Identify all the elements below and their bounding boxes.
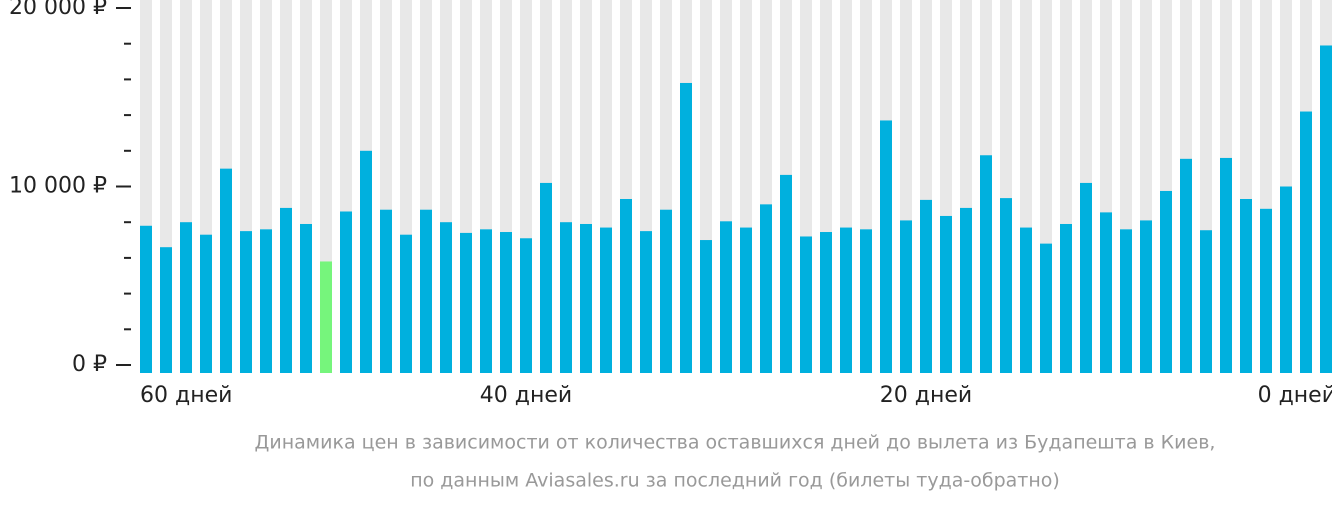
bar	[180, 222, 192, 373]
bar	[1180, 158, 1192, 373]
bar	[560, 222, 572, 373]
bar	[720, 221, 732, 373]
x-tick-label: 0 дней	[1258, 383, 1332, 408]
bar	[860, 229, 872, 373]
bar	[260, 229, 272, 373]
bar	[520, 238, 532, 373]
x-tick-label: 60 дней	[140, 383, 232, 408]
bar	[1060, 223, 1072, 373]
bar	[340, 211, 352, 373]
bar	[1100, 212, 1112, 373]
bar	[320, 261, 332, 373]
y-tick-label: 10 000 ₽	[9, 174, 107, 199]
bar	[1140, 220, 1152, 373]
bar	[1320, 45, 1332, 374]
bar	[1200, 230, 1212, 373]
bar	[1300, 111, 1312, 373]
bar	[1020, 227, 1032, 373]
bar	[1040, 243, 1052, 373]
bar	[1240, 198, 1252, 373]
bar	[1120, 229, 1132, 373]
x-tick-label: 20 дней	[880, 383, 972, 408]
bar	[1280, 186, 1292, 373]
caption: Динамика цен в зависимости от количества…	[255, 432, 1216, 454]
bar	[800, 236, 812, 373]
bar	[440, 222, 452, 373]
bar	[1260, 208, 1272, 373]
bar	[580, 223, 592, 373]
bar	[460, 232, 472, 373]
bar	[880, 120, 892, 373]
bar	[140, 225, 152, 373]
bar	[160, 247, 172, 373]
bar	[380, 209, 392, 373]
bar	[360, 150, 372, 373]
bar	[280, 207, 292, 373]
bar	[400, 234, 412, 373]
bar	[700, 240, 712, 373]
bar	[920, 199, 932, 373]
bar	[760, 204, 772, 373]
bar	[300, 223, 312, 373]
bar	[1080, 182, 1092, 373]
bar	[480, 229, 492, 373]
y-tick-label: 0 ₽	[72, 352, 107, 377]
bar	[1000, 198, 1012, 373]
bar	[680, 82, 692, 373]
bar	[780, 174, 792, 373]
y-tick-label: 20 000 ₽	[9, 0, 107, 20]
bar	[820, 232, 832, 373]
caption: по данным Aviasales.ru за последний год …	[410, 470, 1060, 492]
bar	[220, 168, 232, 373]
bar	[660, 209, 672, 373]
bar	[1160, 190, 1172, 373]
bar	[840, 227, 852, 373]
bar	[200, 234, 212, 373]
bar	[640, 231, 652, 373]
bar	[620, 198, 632, 373]
x-tick-label: 40 дней	[480, 383, 572, 408]
bar	[900, 220, 912, 373]
bar	[500, 232, 512, 373]
bar	[960, 207, 972, 373]
bar	[980, 155, 992, 373]
bar	[540, 182, 552, 373]
bar	[420, 209, 432, 373]
bar	[240, 231, 252, 373]
bar	[940, 215, 952, 373]
bar	[740, 227, 752, 373]
bar	[600, 227, 612, 373]
bar	[1220, 157, 1232, 373]
